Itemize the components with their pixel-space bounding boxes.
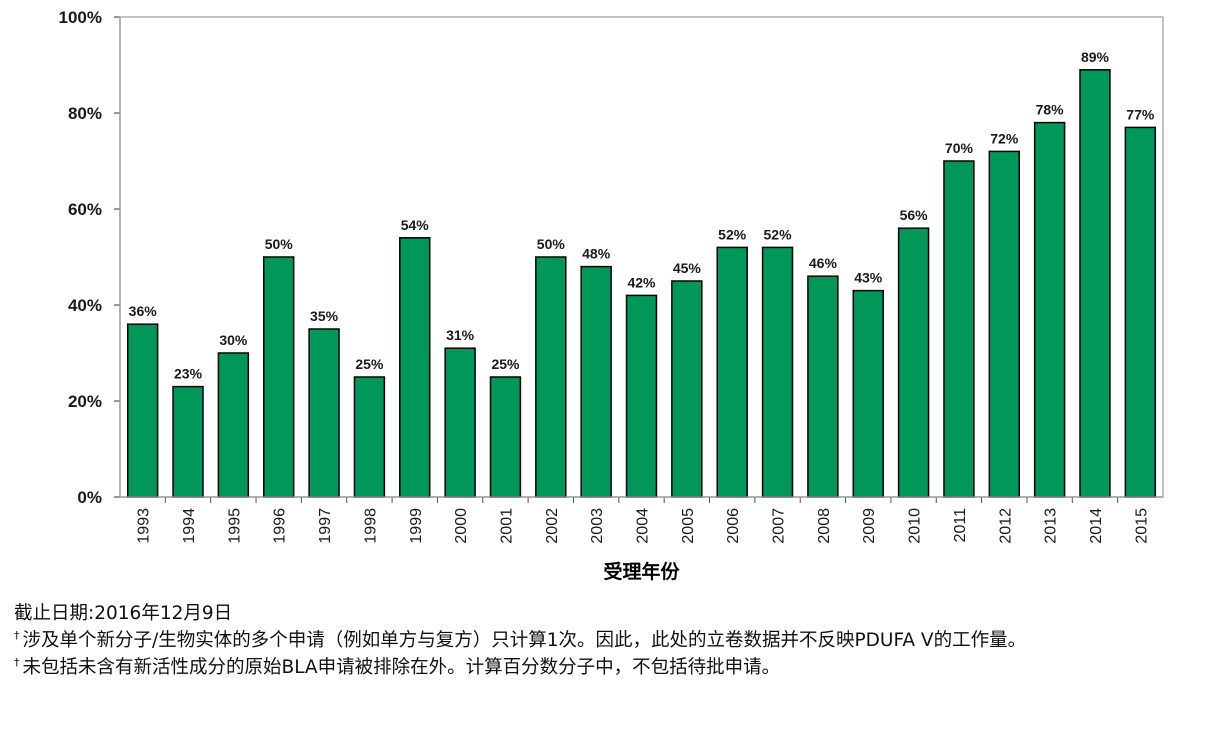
y-tick-label: 100% xyxy=(59,8,102,27)
bar-chart: 0% 20% 40% 60% 80% 100% 36% 23% 30% 50% 35% 25% 54%… xyxy=(59,8,1164,583)
bar-2005 xyxy=(671,280,703,498)
data-label-2014: 89% xyxy=(1081,49,1110,65)
x-axis-title: 受理年份 xyxy=(603,560,680,583)
data-label-2004: 42% xyxy=(627,274,656,290)
data-label-1994: 23% xyxy=(174,366,203,382)
dagger-mark: † xyxy=(14,628,20,642)
x-tick-label-1999: 1999 xyxy=(408,508,425,544)
x-tick-label-2012: 2012 xyxy=(997,508,1014,544)
x-tick-label-2007: 2007 xyxy=(771,508,788,544)
y-tick-label: 80% xyxy=(68,104,102,123)
data-label-2003: 48% xyxy=(582,246,611,262)
bar-2003 xyxy=(580,265,612,498)
bar-1997 xyxy=(308,328,340,498)
x-tick-label-1996: 1996 xyxy=(272,508,289,544)
x-tick-label-2013: 2013 xyxy=(1043,508,1060,544)
data-label-2011: 70% xyxy=(945,140,974,156)
x-tick-label-2000: 2000 xyxy=(453,508,470,544)
bar-1995 xyxy=(217,352,250,498)
x-tick-label-2004: 2004 xyxy=(635,508,652,544)
data-label-2013: 78% xyxy=(1036,102,1065,118)
bar-1996 xyxy=(263,256,295,498)
data-label-1998: 25% xyxy=(355,356,384,372)
dagger-mark: † xyxy=(14,655,20,669)
footnote-2-text: 未包括未含有新活性成分的原始BLA申请被排除在外。计算百分数分子中，不包括待批申… xyxy=(22,657,781,678)
x-tick-label-1993: 1993 xyxy=(136,508,153,544)
data-label-2002: 50% xyxy=(537,236,566,252)
cutoff-date-note: 截止日期:2016年12月9日 xyxy=(14,603,233,624)
y-tick-label: 60% xyxy=(68,200,102,219)
bar-2013 xyxy=(1033,121,1066,498)
x-tick-label-2002: 2002 xyxy=(544,508,561,544)
x-tick-label-2003: 2003 xyxy=(589,508,606,544)
bar-2001 xyxy=(489,376,522,498)
data-label-2008: 46% xyxy=(809,255,838,271)
x-tick-label-1997: 1997 xyxy=(317,508,334,544)
bar-2000 xyxy=(444,347,476,498)
data-label-2006: 52% xyxy=(718,226,747,242)
data-label-1997: 35% xyxy=(310,308,339,324)
bar-2008 xyxy=(807,275,839,498)
data-label-2000: 31% xyxy=(446,327,475,343)
x-tick-label-2015: 2015 xyxy=(1133,508,1150,544)
x-tick-label-2006: 2006 xyxy=(725,508,742,544)
data-label-2007: 52% xyxy=(764,226,793,242)
x-tick-label-2008: 2008 xyxy=(816,508,833,544)
bar-2015 xyxy=(1124,126,1157,498)
x-tick-label-1994: 1994 xyxy=(181,508,198,544)
y-tick-label: 40% xyxy=(68,296,102,315)
data-label-2012: 72% xyxy=(990,130,1019,146)
bar-2011 xyxy=(943,160,975,498)
data-label-2015: 77% xyxy=(1126,106,1155,122)
x-tick-label-1998: 1998 xyxy=(362,508,379,544)
bar-1998 xyxy=(353,376,386,498)
x-tick-label-2009: 2009 xyxy=(861,508,878,544)
data-label-2010: 56% xyxy=(900,207,929,223)
footnote-1-text: 涉及单个新分子/生物实体的多个申请（例如单方与复方）只计算1次。因此，此处的立卷… xyxy=(22,630,1027,651)
bars xyxy=(126,69,1157,498)
bar-2004 xyxy=(625,294,658,498)
bar-2006 xyxy=(716,246,748,498)
data-label-2009: 43% xyxy=(854,270,883,286)
footnote-2: † 未包括未含有新活性成分的原始BLA申请被排除在外。计算百分数分子中，不包括待批… xyxy=(14,654,1204,681)
bar-1994 xyxy=(172,385,204,498)
x-tick-label-1995: 1995 xyxy=(226,508,243,544)
y-tick-label: 0% xyxy=(77,488,102,507)
data-labels: 36% 23% 30% 50% 35% 25% 54% 31% 25% 50% 48% 42% 45% 5… xyxy=(129,49,1155,382)
data-label-1996: 50% xyxy=(265,236,294,252)
y-tick-label: 20% xyxy=(68,392,102,411)
data-label-1993: 36% xyxy=(129,303,158,319)
y-axis: 0% 20% 40% 60% 80% 100% xyxy=(59,8,121,507)
bar-1993 xyxy=(126,323,159,498)
data-label-1995: 30% xyxy=(219,332,248,348)
x-tick-label-2014: 2014 xyxy=(1088,508,1105,544)
x-tick-label-2001: 2001 xyxy=(498,508,515,544)
footnotes: 截止日期:2016年12月9日 † 涉及单个新分子/生物实体的多个申请（例如单方与… xyxy=(14,600,1204,681)
x-tick-label-2011: 2011 xyxy=(952,508,969,543)
plot-frame xyxy=(119,16,1164,498)
data-label-2001: 25% xyxy=(491,356,520,372)
bar-2002 xyxy=(535,256,567,498)
bar-2014 xyxy=(1079,69,1111,498)
bar-2012 xyxy=(988,150,1020,498)
data-label-2005: 45% xyxy=(673,260,702,276)
bar-1999 xyxy=(399,237,431,498)
x-tick-label-2010: 2010 xyxy=(907,508,924,544)
bar-2009 xyxy=(852,289,884,498)
footnote-1: † 涉及单个新分子/生物实体的多个申请（例如单方与复方）只计算1次。因此，此处的立… xyxy=(14,627,1204,654)
x-axis: 1993 1994 1995 1996 1997 1998 1999 2000 2001 2002… xyxy=(120,496,1163,544)
bar-2010 xyxy=(897,227,930,498)
data-label-1999: 54% xyxy=(401,217,430,233)
bar-2007 xyxy=(761,246,794,498)
x-tick-label-2005: 2005 xyxy=(680,508,697,544)
